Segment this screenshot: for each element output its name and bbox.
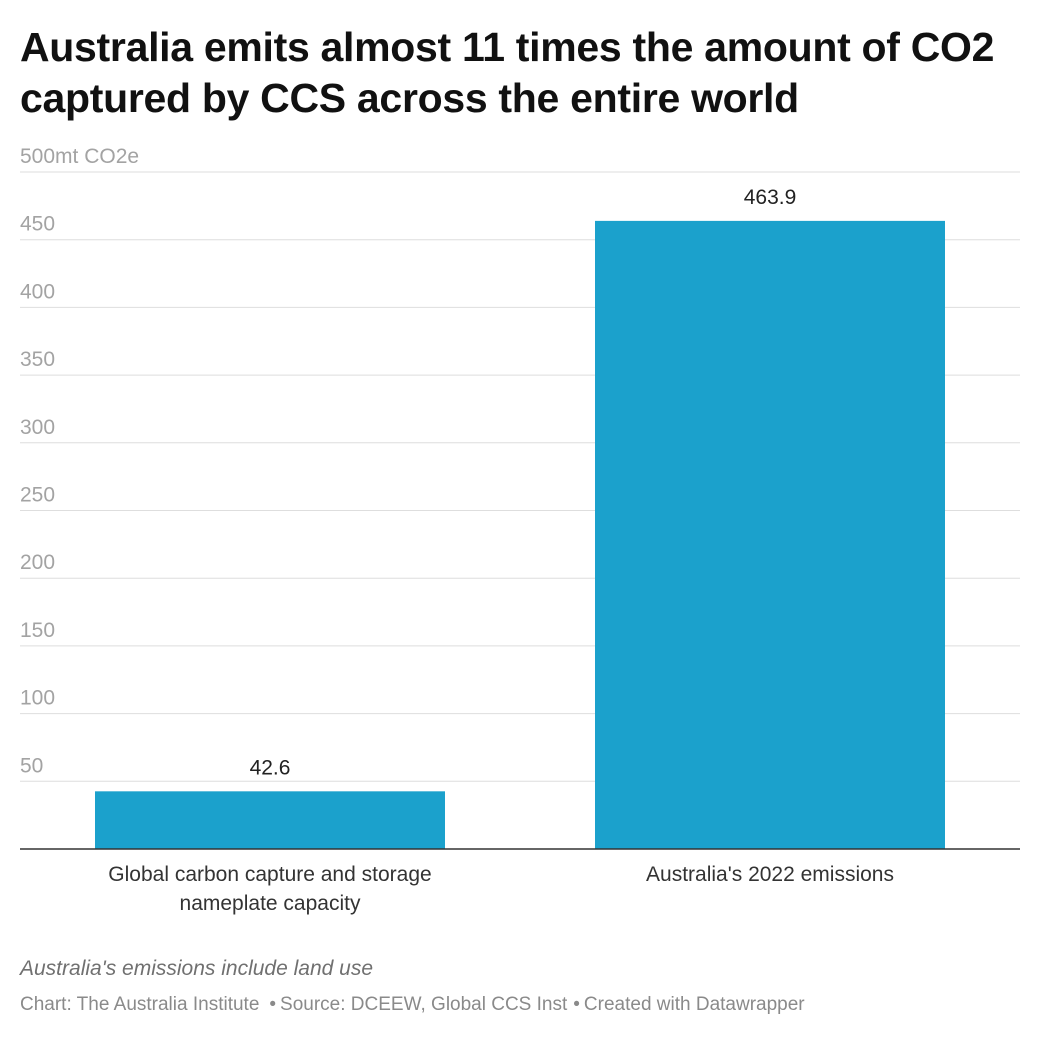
y-tick-label: 150	[20, 619, 55, 642]
separator-dot: •	[573, 994, 580, 1015]
bar	[95, 791, 445, 849]
x-axis-labels: Global carbon capture and storage namepla…	[108, 863, 894, 915]
x-tick-label: Global carbon capture and storage namepla…	[108, 863, 431, 915]
created-with-text: Created with Datawrapper	[583, 994, 805, 1015]
y-tick-label: 100	[20, 687, 55, 710]
y-tick-label: 200	[20, 551, 55, 574]
y-tick-label: 50	[20, 754, 43, 777]
chart-title: Australia emits almost 11 times the amou…	[20, 24, 995, 121]
bars	[95, 220, 945, 849]
chart-footer: Chart: The Australia Institute • Source: D…	[20, 994, 805, 1016]
y-tick-label: 350	[20, 348, 55, 371]
y-tick-label: 300	[20, 416, 55, 439]
y-tick-label: 450	[20, 213, 55, 236]
data-label: 42.6	[250, 756, 291, 779]
chart-note: Australia's emissions include land use	[20, 957, 374, 980]
x-tick-label: Australia's 2022 emissions	[646, 863, 894, 886]
data-label: 463.9	[744, 186, 797, 209]
y-tick-label: 400	[20, 280, 55, 303]
y-tick-label: 500mt CO2e	[20, 145, 139, 168]
credit-text: Chart: The Australia Institute	[20, 994, 260, 1015]
source-text: Source: DCEEW, Global CCS Inst	[280, 994, 568, 1015]
separator-dot: •	[269, 994, 277, 1015]
value-labels: 42.6 463.9	[250, 186, 797, 779]
y-tick-label: 250	[20, 484, 55, 507]
bar	[595, 220, 945, 849]
y-axis-ticks: 50 100 150 200 250 300 350 400 450 500mt CO2e	[20, 145, 139, 777]
